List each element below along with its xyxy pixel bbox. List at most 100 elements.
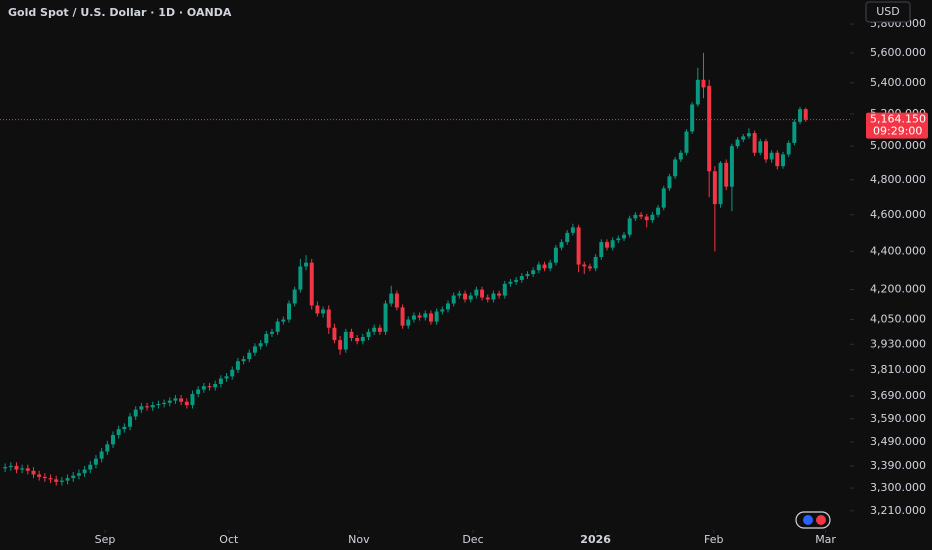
candle-body [247, 352, 252, 360]
candle-body [343, 331, 348, 350]
candle-body [162, 402, 167, 404]
candle-body [542, 264, 547, 269]
candle-body [593, 256, 598, 269]
candle-body [48, 478, 53, 480]
candle-body [582, 264, 587, 267]
candle-body [349, 331, 354, 339]
candle-body [150, 405, 155, 408]
y-tick-label: 4,200.000 [870, 283, 926, 296]
candle-body [565, 232, 570, 243]
candle-body [196, 389, 201, 394]
y-tick-label: 3,690.000 [870, 389, 926, 402]
candle-body [241, 359, 246, 362]
candle-body [287, 303, 291, 320]
price-tag-label: 5,164.150 [870, 113, 926, 126]
candle-body [235, 361, 240, 370]
candle-body [230, 369, 235, 377]
candle-body [758, 141, 763, 153]
countdown-label: 09:29:00 [873, 125, 922, 138]
price-tag [866, 112, 928, 139]
candle-body [724, 162, 729, 187]
candle-body [389, 293, 394, 304]
candle-body [8, 465, 13, 468]
candle-body [604, 242, 609, 248]
candle-body [718, 162, 723, 205]
candle-body [338, 340, 343, 350]
candle-body [190, 393, 195, 406]
x-tick-label: Dec [462, 533, 483, 546]
candle-body [480, 289, 485, 298]
candle-body [207, 386, 212, 388]
candle-body [667, 176, 672, 189]
candle-body [633, 214, 638, 219]
candle-body [446, 303, 450, 310]
y-tick-label: 3,490.000 [870, 435, 926, 448]
candle-body [76, 473, 81, 476]
candle-body [105, 444, 110, 452]
candle-body [116, 429, 121, 435]
candle-body [451, 295, 456, 304]
candle-body [3, 467, 8, 469]
candle-body [474, 289, 479, 296]
candle-body [695, 79, 700, 105]
candle-body [491, 293, 496, 300]
x-tick-label: Oct [219, 533, 239, 546]
candle-body [514, 279, 519, 282]
logo-outline [795, 511, 831, 529]
candle-body [14, 465, 19, 470]
candle-body [508, 281, 513, 284]
logo-dot [816, 515, 826, 525]
candle-body [20, 468, 25, 470]
candle-body [798, 109, 803, 122]
candle-body [88, 464, 93, 470]
candle-body [139, 406, 144, 410]
candle-body [71, 475, 76, 479]
candle-body [440, 309, 445, 312]
candle-body [25, 468, 30, 471]
candle-body [332, 327, 337, 341]
candle-body [275, 321, 280, 332]
candle-body [400, 307, 405, 326]
candle-body [42, 476, 47, 479]
candle-body [281, 319, 286, 322]
currency-label[interactable]: USD [876, 5, 900, 18]
y-tick-label: 5,400.000 [870, 76, 926, 89]
candle-body [536, 264, 541, 271]
candle-body [304, 262, 309, 267]
candle-body [122, 426, 127, 430]
candle-body [93, 458, 98, 465]
candle-body [37, 474, 42, 477]
y-tick-label: 5,000.000 [870, 139, 926, 152]
y-tick-label: 3,210.000 [870, 504, 926, 517]
candle-body [741, 136, 746, 140]
candle-body [548, 262, 553, 269]
candle-body [54, 479, 59, 482]
y-tick-label: 3,810.000 [870, 363, 926, 376]
currency-button[interactable] [865, 1, 911, 23]
candle-body [786, 142, 791, 155]
candle-body [792, 121, 797, 143]
y-tick-label: 3,390.000 [870, 459, 926, 472]
candle-body [644, 216, 649, 221]
candle-body [428, 313, 433, 322]
candle-body [65, 478, 70, 481]
candle-body [650, 214, 655, 221]
candle-body [661, 188, 666, 208]
candle-body [218, 378, 223, 384]
candle-body [769, 152, 774, 160]
candle-body [133, 409, 138, 417]
candle-body [128, 416, 133, 427]
candle-body [167, 400, 172, 403]
candle-body [616, 238, 621, 241]
candle-body [31, 470, 36, 475]
candle-body [707, 85, 712, 172]
candle-body [383, 303, 388, 332]
candle-body [411, 315, 416, 320]
candle-body [82, 469, 87, 474]
candle-body [678, 152, 683, 160]
candle-body [502, 283, 507, 296]
y-tick-label: 4,400.000 [870, 244, 926, 257]
candle-body [269, 331, 274, 334]
candle-body [213, 383, 218, 388]
candle-body [292, 289, 297, 304]
